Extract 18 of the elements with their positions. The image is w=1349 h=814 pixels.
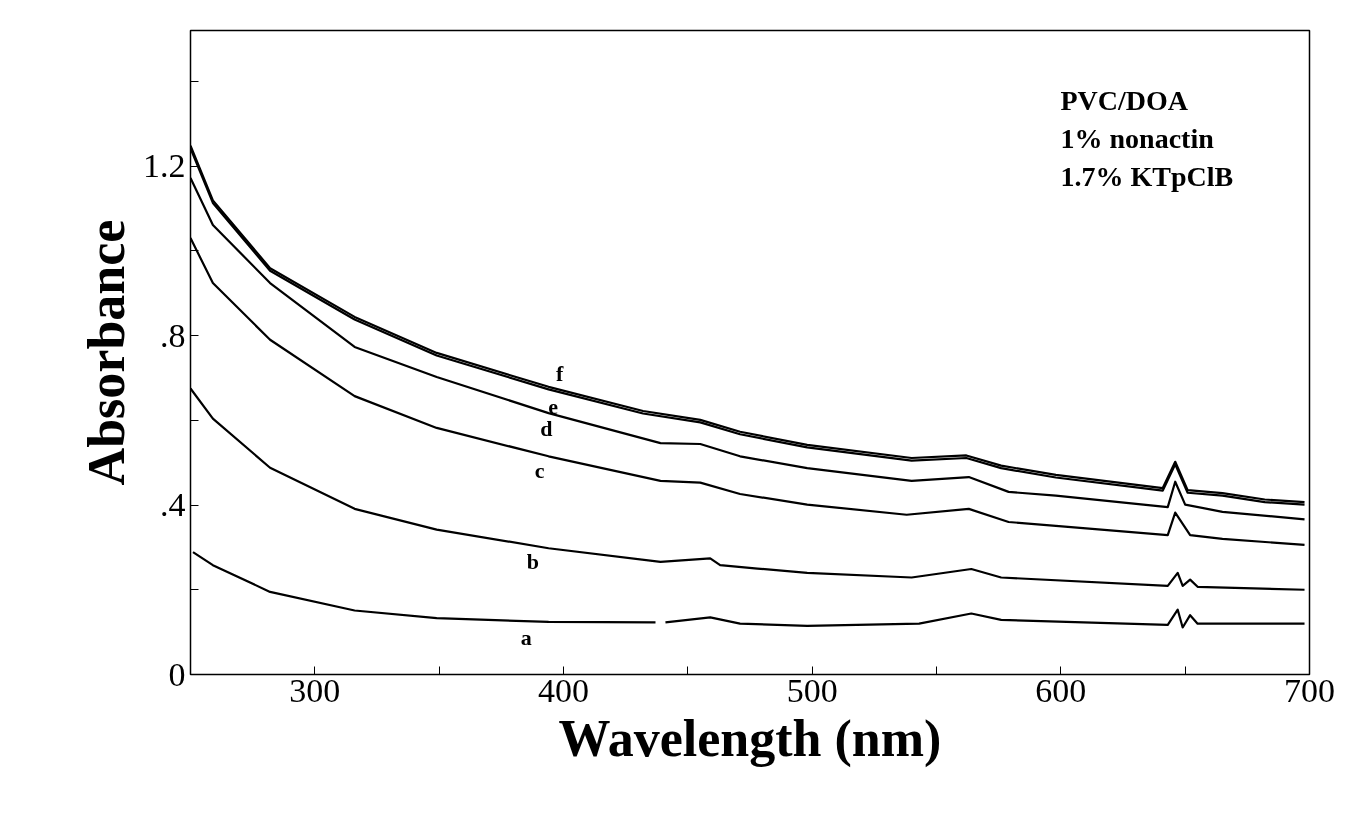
x-tick-label: 300: [289, 671, 341, 709]
y-tick-label: 0: [168, 655, 186, 693]
annotation: PVC/DOA: [1060, 85, 1189, 116]
series-label: f: [556, 361, 565, 387]
y-tick-label: 1.2: [143, 147, 186, 185]
series-label: c: [534, 457, 545, 483]
y-tick-label: .4: [160, 486, 186, 524]
series-label: a: [520, 624, 532, 650]
x-tick-label: 500: [786, 671, 838, 709]
x-axis-title: Wavelength (nm): [558, 709, 942, 768]
annotation: 1% nonactin: [1060, 123, 1215, 154]
annotation: 1.7% KTpClB: [1060, 161, 1234, 192]
x-tick-label: 700: [1284, 671, 1335, 709]
y-tick-label: .8: [160, 316, 186, 354]
x-tick-label: 400: [538, 671, 589, 709]
x-tick-label: 600: [1035, 671, 1087, 709]
series-label: b: [526, 549, 540, 575]
y-axis-title: Absorbance: [78, 219, 135, 486]
